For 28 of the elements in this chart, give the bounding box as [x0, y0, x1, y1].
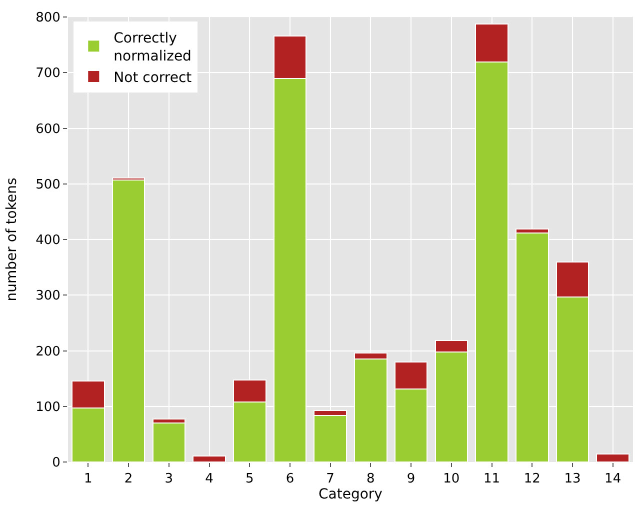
- x-tick-label: 6: [286, 472, 294, 487]
- x-tick-label: 7: [326, 472, 334, 487]
- x-axis-title: Category: [318, 486, 382, 503]
- y-tick-label: 200: [36, 344, 60, 360]
- x-tick-label: 3: [164, 472, 174, 487]
- y-axis-title: number of tokens: [4, 178, 20, 302]
- y-tick-label: 800: [36, 10, 60, 26]
- x-tick-label: 5: [245, 472, 254, 487]
- y-tick-label: 600: [36, 122, 60, 137]
- x-tick-label: 11: [483, 472, 500, 487]
- x-tick-label: 12: [524, 472, 540, 487]
- x-tick-label: 9: [406, 472, 416, 487]
- x-tick-label: 2: [124, 472, 133, 487]
- y-tick-label: 100: [36, 400, 60, 415]
- x-tick-label: 4: [205, 472, 214, 487]
- y-tick-label: 300: [36, 288, 60, 304]
- y-tick-label: 500: [36, 177, 60, 192]
- x-tick-label: 8: [366, 472, 375, 487]
- y-tick-label: 400: [36, 233, 60, 248]
- x-tick-label: 10: [443, 472, 460, 487]
- bar: [152, 422, 186, 462]
- legend-label: Not correct: [114, 70, 192, 86]
- y-tick-label: 0: [52, 456, 60, 471]
- x-tick-label: 14: [604, 472, 622, 487]
- y-tick-label: 700: [36, 66, 60, 82]
- x-tick-label: 13: [564, 472, 581, 487]
- legend-label: Correctly normalized: [114, 30, 192, 65]
- x-tick-label: 1: [84, 472, 92, 487]
